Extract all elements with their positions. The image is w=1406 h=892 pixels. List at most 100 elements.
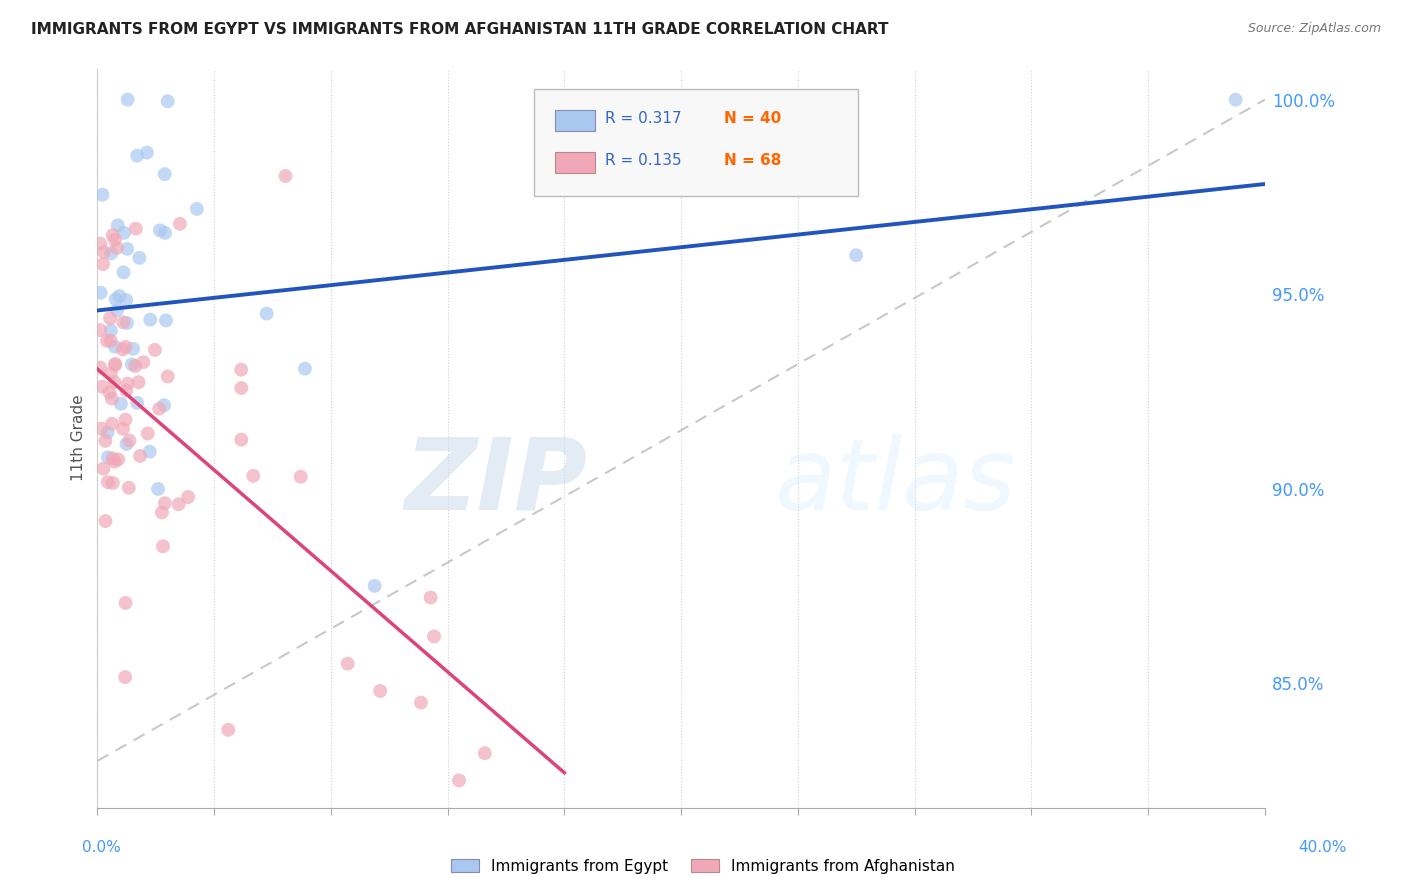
Point [153, 398, 176, 412]
Point [153, 496, 176, 510]
Point [89, 323, 111, 337]
Point [128, 251, 150, 265]
Point [290, 470, 312, 484]
Point [101, 417, 124, 431]
Point [150, 506, 173, 520]
Point [114, 340, 136, 354]
Text: atlas: atlas [775, 434, 1017, 531]
Point [138, 444, 160, 458]
Point [368, 684, 391, 698]
Point [93, 245, 115, 260]
Point [108, 289, 131, 303]
Point [114, 596, 136, 610]
Point [105, 241, 128, 255]
Y-axis label: 11th Grade: 11th Grade [72, 395, 86, 482]
Point [112, 315, 135, 329]
Point [127, 149, 149, 163]
Point [177, 490, 200, 504]
Point [121, 358, 143, 372]
Point [146, 482, 169, 496]
Point [125, 221, 148, 235]
Text: N = 68: N = 68 [724, 153, 782, 168]
Point [117, 93, 139, 107]
Point [96, 334, 118, 348]
Point [110, 397, 132, 411]
Text: 40.0%: 40.0% [1299, 840, 1347, 855]
Point [90, 421, 112, 435]
Text: Source: ZipAtlas.com: Source: ZipAtlas.com [1247, 22, 1381, 36]
Point [447, 773, 470, 788]
Point [91, 379, 114, 393]
Text: ZIP: ZIP [405, 434, 588, 531]
Point [97, 475, 120, 489]
Point [93, 461, 115, 475]
Point [136, 145, 159, 160]
Point [118, 481, 141, 495]
Point [101, 475, 124, 490]
Point [363, 579, 385, 593]
Legend: Immigrants from Egypt, Immigrants from Afghanistan: Immigrants from Egypt, Immigrants from A… [446, 853, 960, 880]
Point [128, 376, 150, 390]
Point [103, 375, 125, 389]
Point [104, 340, 127, 354]
Point [112, 226, 135, 240]
Point [149, 223, 172, 237]
Point [148, 401, 170, 416]
Point [156, 95, 179, 109]
Point [132, 355, 155, 369]
Point [89, 360, 111, 375]
Point [143, 343, 166, 357]
Text: 0.0%: 0.0% [82, 840, 121, 855]
Point [139, 312, 162, 326]
Point [115, 293, 138, 307]
Point [231, 362, 253, 376]
Point [114, 412, 136, 426]
Point [96, 425, 118, 440]
Point [90, 285, 112, 300]
Point [94, 434, 117, 448]
Point [98, 385, 121, 400]
Point [101, 451, 124, 466]
Point [104, 358, 127, 372]
Point [153, 167, 176, 181]
Point [474, 746, 496, 760]
Point [107, 219, 129, 233]
Point [104, 233, 127, 247]
Point [129, 449, 152, 463]
Point [112, 422, 135, 436]
Point [115, 316, 138, 330]
Point [419, 591, 441, 605]
Point [186, 202, 208, 216]
Point [845, 248, 868, 262]
Text: R = 0.135: R = 0.135 [605, 153, 681, 168]
Point [217, 723, 239, 737]
Point [104, 292, 127, 306]
Point [336, 657, 359, 671]
Point [114, 670, 136, 684]
Point [115, 437, 138, 451]
Point [152, 539, 174, 553]
Point [256, 307, 278, 321]
Point [231, 381, 253, 395]
Point [136, 426, 159, 441]
Point [155, 313, 177, 327]
Point [104, 357, 127, 371]
Point [94, 514, 117, 528]
Point [101, 392, 124, 406]
Point [112, 265, 135, 279]
Point [91, 187, 114, 202]
Point [127, 396, 149, 410]
Point [122, 342, 145, 356]
Point [156, 369, 179, 384]
Point [107, 452, 129, 467]
Point [242, 468, 264, 483]
Point [153, 226, 176, 240]
Point [100, 366, 122, 380]
Point [100, 246, 122, 260]
Point [231, 433, 253, 447]
Point [124, 359, 146, 373]
Point [91, 257, 114, 271]
Point [169, 217, 191, 231]
Point [100, 334, 122, 348]
Text: N = 40: N = 40 [724, 112, 782, 126]
